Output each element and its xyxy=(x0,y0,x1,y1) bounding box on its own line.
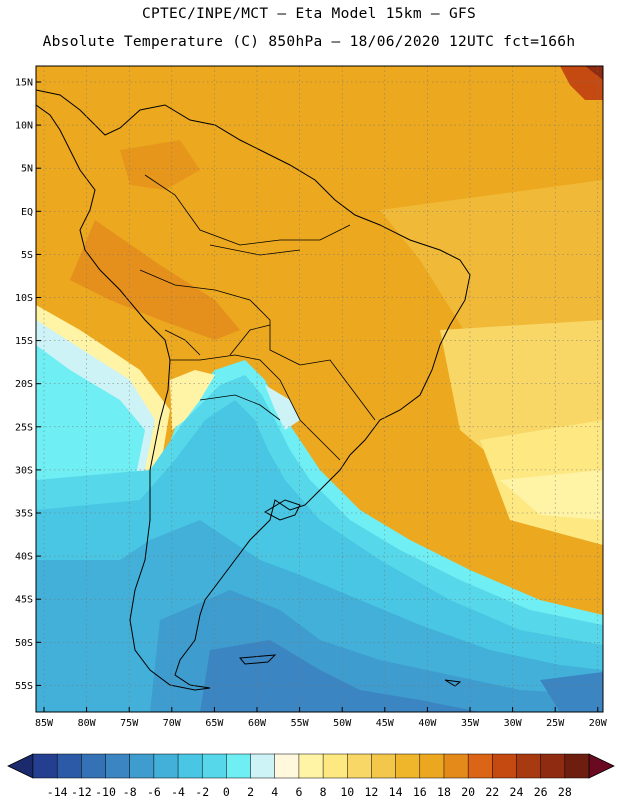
latitude-label: 20S xyxy=(15,379,33,390)
colorbar-label: 4 xyxy=(271,785,278,799)
temperature-field xyxy=(36,66,603,712)
map-frame xyxy=(35,65,604,713)
colorbar-swatch xyxy=(226,753,252,779)
longitude-label: 30W xyxy=(504,718,523,729)
colorbar-swatch xyxy=(56,753,82,779)
colorbar-swatch xyxy=(395,753,421,779)
colorbar-label: 18 xyxy=(437,785,451,799)
latitude-label: 5N xyxy=(21,164,33,175)
latitude-label: 10N xyxy=(15,121,33,132)
longitude-label: 60W xyxy=(248,718,267,729)
colorbar-swatch xyxy=(105,753,131,779)
colorbar-swatch xyxy=(81,753,107,779)
colorbar-swatch xyxy=(347,753,372,779)
latitude-label: 30S xyxy=(15,465,33,476)
longitude-label: 80W xyxy=(78,718,97,729)
colorbar-label: 2 xyxy=(247,785,254,799)
colorbar-arrow-right xyxy=(588,753,615,779)
colorbar-swatch xyxy=(129,753,155,779)
latitude-label: 55S xyxy=(15,681,33,692)
colorbar-swatch xyxy=(540,753,566,779)
colorbar-swatch xyxy=(274,753,300,779)
colorbar-label: 24 xyxy=(510,785,524,799)
longitude-label: 45W xyxy=(376,718,395,729)
latitude-label: EQ xyxy=(21,207,33,218)
colorbar-swatch xyxy=(177,753,203,779)
colorbar-label: -14 xyxy=(47,785,68,799)
colorbar-label: 20 xyxy=(461,785,475,799)
latitude-label: 45S xyxy=(15,595,33,606)
colorbar-label: 26 xyxy=(534,785,548,799)
coastlines xyxy=(36,89,471,691)
country-borders xyxy=(139,174,376,461)
chart-title-line-2: Absolute Temperature (C) 850hPa – 18/06/… xyxy=(42,34,576,50)
latitude-label: 35S xyxy=(15,509,33,520)
colorbar-label: -10 xyxy=(95,785,116,799)
longitude-label: 40W xyxy=(418,718,437,729)
colorbar-swatch xyxy=(201,753,227,779)
colorbar-label: 14 xyxy=(389,785,403,799)
colorbar-label: 6 xyxy=(295,785,302,799)
colorbar-swatch xyxy=(371,753,397,779)
colorbar-label: -12 xyxy=(71,785,92,799)
colorbar-label: -8 xyxy=(123,785,137,799)
colorbar-swatch xyxy=(492,753,518,779)
colorbar-swatch xyxy=(32,753,58,779)
graticule xyxy=(36,66,603,712)
longitude-label: 70W xyxy=(163,718,182,729)
colorbar-label: 12 xyxy=(365,785,379,799)
colorbar-label: -2 xyxy=(195,785,209,799)
colorbar-label: 16 xyxy=(413,785,427,799)
latitude-label: 25S xyxy=(15,422,33,433)
colorbar-label: 8 xyxy=(320,785,327,799)
latitude-label: 15S xyxy=(15,336,33,347)
colorbar-swatch xyxy=(443,753,469,779)
longitude-label: 25W xyxy=(546,718,565,729)
colorbar-swatch xyxy=(298,753,324,779)
longitude-label: 20W xyxy=(589,718,608,729)
latitude-labels: 15N 10N 5N EQ 5S 10S 15S 20S 25S 30S 35S 40S 45S 50S 5… xyxy=(15,78,41,692)
colorbar: -14 -12 -10 -8 -6 -4 -2 0 2 4 6 8 10 12 14 16 18 20 22 24 26… xyxy=(7,753,615,799)
colorbar-swatch xyxy=(419,753,445,779)
latitude-label: 15N xyxy=(15,78,33,89)
colorbar-label: -4 xyxy=(171,785,185,799)
colorbar-swatch xyxy=(564,753,590,779)
colorbar-swatch xyxy=(322,753,348,779)
latitude-label: 10S xyxy=(15,293,33,304)
colorbar-swatch xyxy=(153,753,179,779)
colorbar-swatch xyxy=(516,753,542,779)
colorbar-label: -6 xyxy=(147,785,161,799)
longitude-label: 75W xyxy=(120,718,139,729)
longitude-labels: 85W 80W 75W 70W 65W 60W 55W 50W 45W 40W 35W 30W 25W 2… xyxy=(35,707,608,729)
colorbar-label: 28 xyxy=(558,785,572,799)
colorbar-arrow-left xyxy=(7,753,34,779)
chart-title-line-1: CPTEC/INPE/MCT – Eta Model 15km – GFS xyxy=(141,6,477,22)
longitude-label: 35W xyxy=(461,718,480,729)
longitude-label: 85W xyxy=(35,718,54,729)
latitude-label: 5S xyxy=(21,250,33,261)
longitude-label: 55W xyxy=(291,718,310,729)
longitude-label: 50W xyxy=(333,718,352,729)
colorbar-label: 10 xyxy=(340,785,354,799)
latitude-label: 40S xyxy=(15,552,33,563)
colorbar-label: 22 xyxy=(485,785,499,799)
latitude-label: 50S xyxy=(15,638,33,649)
colorbar-label: 0 xyxy=(223,785,230,799)
colorbar-swatch xyxy=(250,753,276,779)
colorbar-swatch xyxy=(467,753,493,779)
longitude-label: 65W xyxy=(205,718,224,729)
